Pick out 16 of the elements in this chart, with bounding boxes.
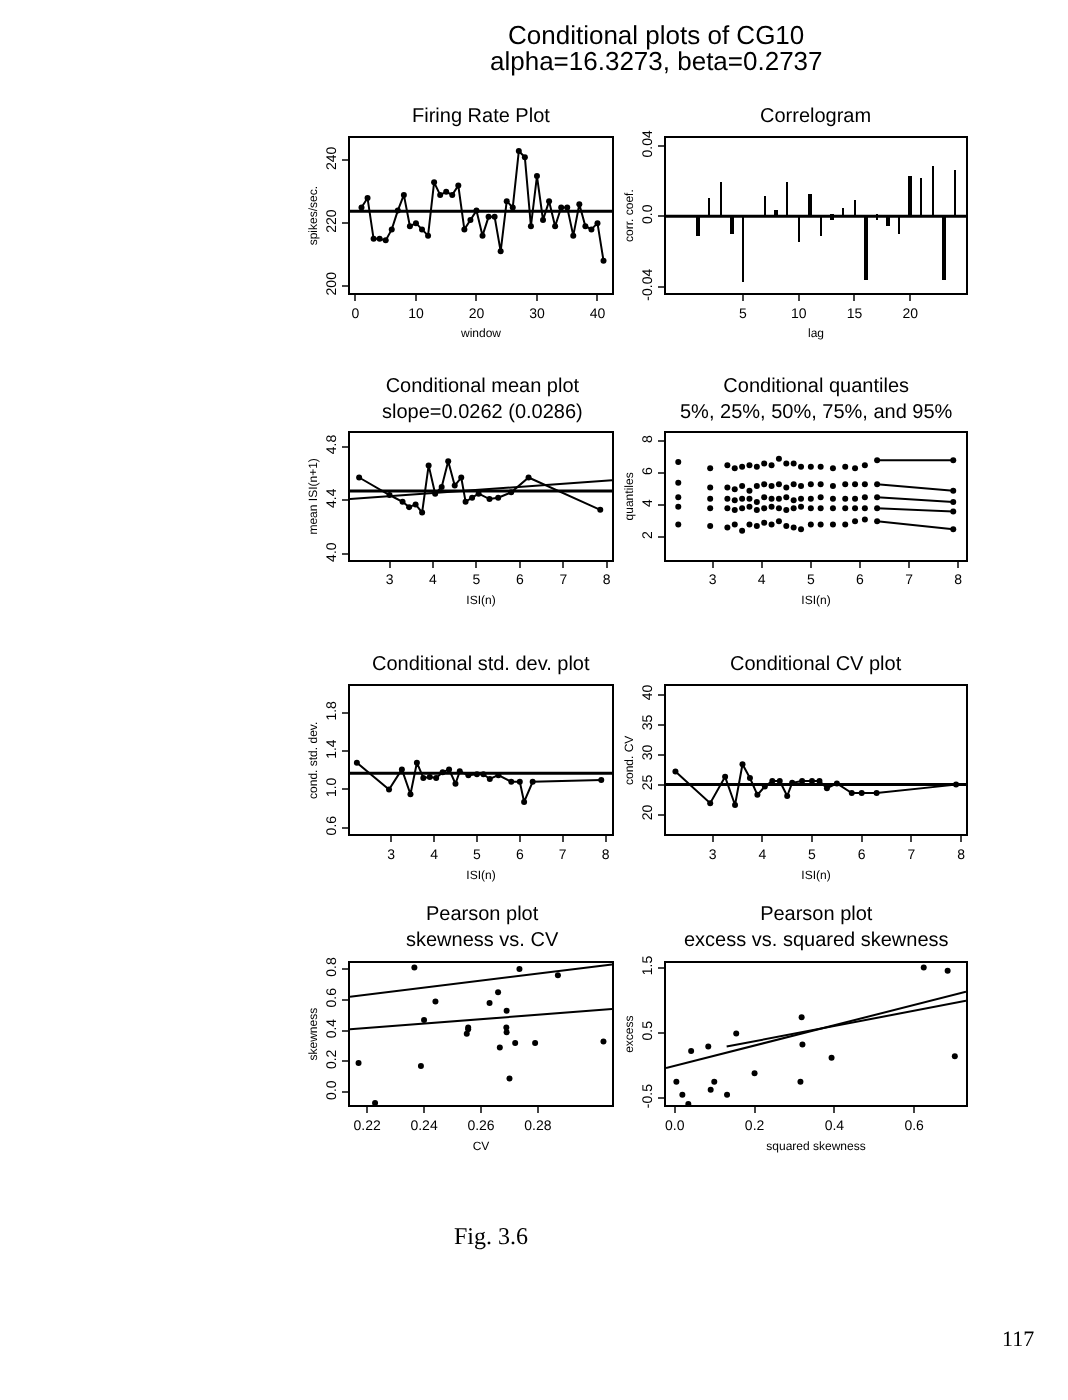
- chart-title: Pearson plot: [425, 904, 539, 926]
- chart-subtitle: excess vs. squared skewness: [684, 930, 949, 952]
- chart-title: Correlogram: [760, 106, 872, 128]
- chart-subtitle: slope=0.0262 (0.0286): [382, 402, 583, 424]
- caption: Fig. 3.6: [454, 1222, 529, 1250]
- chart-subtitle: 5%, 25%, 50%, 75%, and 95%: [680, 402, 953, 424]
- chart-title: Pearson plot: [760, 904, 873, 926]
- text: Conditional plots of CG10: [508, 20, 805, 50]
- chart-title: Conditional quantiles: [723, 376, 910, 398]
- chart-title: Firing Rate Plot: [412, 106, 551, 128]
- chart-subtitle: skewness vs. CV: [406, 930, 559, 952]
- chart-title: Conditional std. dev. plot: [372, 654, 590, 676]
- text: 117: [1002, 1328, 1036, 1352]
- text: alpha=16.3273, beta=0.2737: [490, 46, 823, 76]
- chart-title: Conditional mean plot: [385, 376, 580, 398]
- chart-title: Conditional CV plot: [730, 654, 902, 676]
